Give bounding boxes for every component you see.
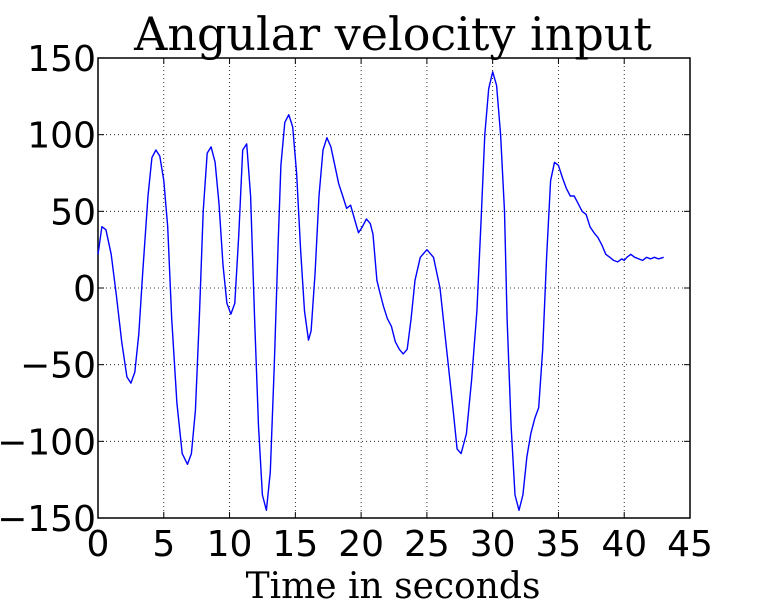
series-line — [97, 71, 664, 511]
grid-lines — [98, 58, 690, 518]
y-tick-labels: 150 100 50 0 −50 −100 −150 — [0, 39, 96, 540]
x-tick-label: 10 — [207, 524, 253, 565]
x-tick-label: 20 — [338, 524, 384, 565]
x-tick-label: 5 — [152, 524, 175, 565]
x-tick-label: 15 — [272, 524, 318, 565]
y-tick-label: 50 — [50, 192, 96, 233]
chart-title: Angular velocity input — [133, 7, 652, 61]
x-tick-label: 25 — [404, 524, 450, 565]
tick-marks — [97, 57, 691, 519]
y-tick-label: 0 — [73, 269, 96, 310]
x-tick-label: 0 — [87, 524, 110, 565]
x-tick-label: 45 — [667, 524, 713, 565]
x-tick-label: 35 — [536, 524, 582, 565]
y-tick-label: −50 — [20, 346, 96, 387]
y-tick-label: 100 — [27, 116, 96, 157]
y-tick-label: −100 — [0, 422, 96, 463]
x-tick-label: 30 — [470, 524, 516, 565]
x-axis-label: Time in seconds — [246, 566, 541, 602]
x-tick-label: 40 — [601, 524, 647, 565]
y-tick-label: 150 — [27, 39, 96, 80]
y-tick-label: −150 — [0, 499, 96, 540]
x-tick-labels: 0 5 10 15 20 25 30 35 40 45 — [87, 524, 713, 565]
